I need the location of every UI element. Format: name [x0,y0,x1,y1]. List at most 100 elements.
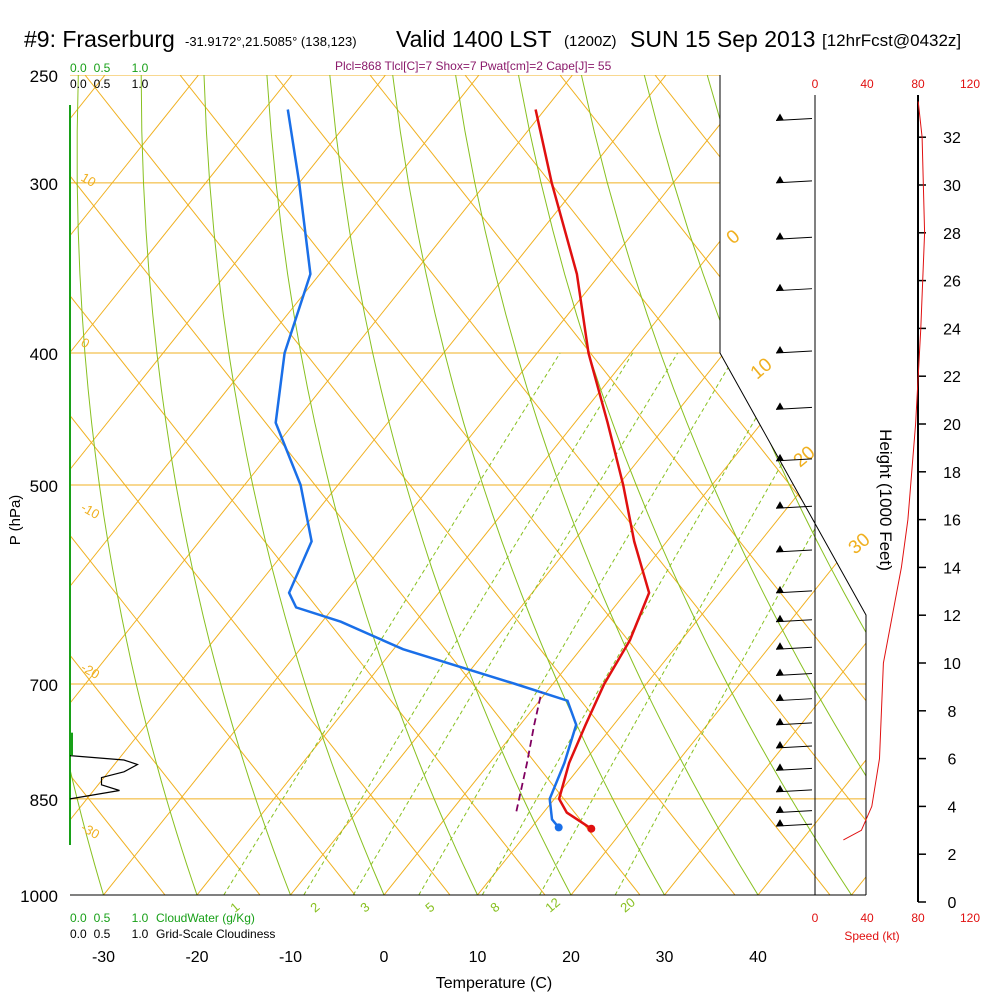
mixing-ratio-label: 8 [487,899,502,915]
speed-tick-top: 0 [812,77,819,91]
isotherm-label: 10 [79,170,99,190]
pressure-tick-label: 1000 [20,887,58,906]
wind-barb-flag [776,819,784,826]
height-axis-title: Height (1000 Feet) [876,429,895,571]
height-tick-label: 30 [943,178,961,195]
height-tick-label: 0 [948,895,957,912]
cloudiness-label: Grid-Scale Cloudiness [156,927,275,941]
isotherm-label: -20 [79,660,103,682]
mixing-ratio-label: 20 [617,895,638,916]
cloud-water-tick: 0.0 [70,61,87,75]
height-tick-label: 28 [943,226,961,243]
pressure-tick-label: 850 [30,791,58,810]
valid-time: Valid 1400 LST [396,26,552,53]
wind-barb-flag [776,346,784,353]
chart-grid [0,75,1000,895]
height-tick-label: 14 [943,560,961,577]
mixing-ratio-label: 2 [307,899,322,915]
cloud-water-tick: 0.5 [94,61,111,75]
height-tick-label: 18 [943,465,961,482]
temp-tick-label: 20 [562,949,580,966]
temp-tick-label: 10 [469,949,487,966]
height-tick-label: 2 [948,847,957,864]
forecast-date: SUN 15 Sep 2013 [630,26,815,53]
parcel-trace [516,692,541,811]
temp-tick-label: 40 [749,949,767,966]
isotherm--110 [0,75,12,895]
surface-temperature-point [587,825,595,833]
mixing-ratio-line [304,353,633,895]
height-tick-label: 12 [943,608,961,625]
cloud-water-tick: 0.0 [70,911,87,925]
surface-dewpoint-point [555,823,563,831]
wind-barb-flag [776,694,784,701]
cloud-water-tick: 1.0 [132,61,149,75]
mixing-ratio-line [353,353,677,895]
height-tick-label: 26 [943,274,961,291]
station-coordinates: -31.9172°,21.5085° (138,123) [185,34,357,49]
temp-tick-label: -10 [279,949,302,966]
dry-adiabat [959,75,1000,895]
pressure-tick-label: 700 [30,676,58,695]
cloudiness-tick: 0.5 [94,927,111,941]
cloudiness-tick: 0.5 [94,77,111,91]
speed-tick-bottom: 0 [812,911,819,925]
isotherm-label: 0 [79,335,93,352]
temp-tick-label: 0 [380,949,389,966]
speed-tick-top: 80 [911,77,925,91]
pressure-tick-label: 500 [30,477,58,496]
stability-indices: Plcl=868 Tlcl[C]=7 Shox=7 Pwat[cm]=2 Cap… [335,59,611,73]
isotherm-label: -10 [79,500,103,522]
wind-barb-flag [776,642,784,649]
wind-barb-flag [776,669,784,676]
wind-barb-flag [776,763,784,770]
height-tick-label: 24 [943,321,961,338]
speed-tick-bottom: 40 [860,911,874,925]
cloud-water-tick: 0.5 [94,911,111,925]
temp-tick-label: 30 [656,949,674,966]
height-tick-label: 22 [943,369,961,386]
wind-barb-flag [776,718,784,725]
forecast-run: [12hrFcst@0432z] [822,31,961,51]
isotherm-label: 10 [747,354,777,384]
wind-barb-flag [776,785,784,792]
wind-barb-flag [776,806,784,813]
station-title: #9: Fraserburg [24,26,175,53]
cloudiness-trace [70,756,138,799]
wind-barb-flag [776,501,784,508]
speed-tick-top: 40 [860,77,874,91]
pressure-tick-label: 400 [30,345,58,364]
isotherm-60 [945,75,1000,895]
isotherm-label: 0 [723,226,745,249]
dry-adiabat [0,75,10,895]
wind-barb-flag [776,741,784,748]
pseudo-adiabat [845,75,1000,895]
pseudo-adiabat [940,75,1000,895]
sounding-traces [70,110,649,833]
pressure-tick-label: 300 [30,175,58,194]
utc-time: (1200Z) [564,33,617,50]
wind-barb-flag [776,284,784,291]
cloud-water-tick: 1.0 [132,911,149,925]
height-tick-label: 8 [948,704,957,721]
pressure-tick-label: 250 [30,67,58,86]
mixing-ratio-label: 3 [357,899,372,915]
dry-adiabat [833,75,1000,895]
isotherm-50 [852,75,1000,895]
cloudiness-tick: 1.0 [132,927,149,941]
height-tick-label: 20 [943,417,961,434]
mixing-ratio-label: 12 [542,895,563,916]
isotherm-label: -30 [79,820,103,842]
cloudiness-tick: 0.0 [70,77,87,91]
cloud-water-label: CloudWater (g/Kg) [156,911,255,925]
wind-barb-flag [776,114,784,121]
speed-tick-bottom: 120 [960,911,980,925]
wind-barb-flag [776,232,784,239]
height-tick-label: 16 [943,513,961,530]
speed-tick-top: 120 [960,77,980,91]
cloudiness-tick: 1.0 [132,77,149,91]
dry-adiabat [896,75,1000,895]
